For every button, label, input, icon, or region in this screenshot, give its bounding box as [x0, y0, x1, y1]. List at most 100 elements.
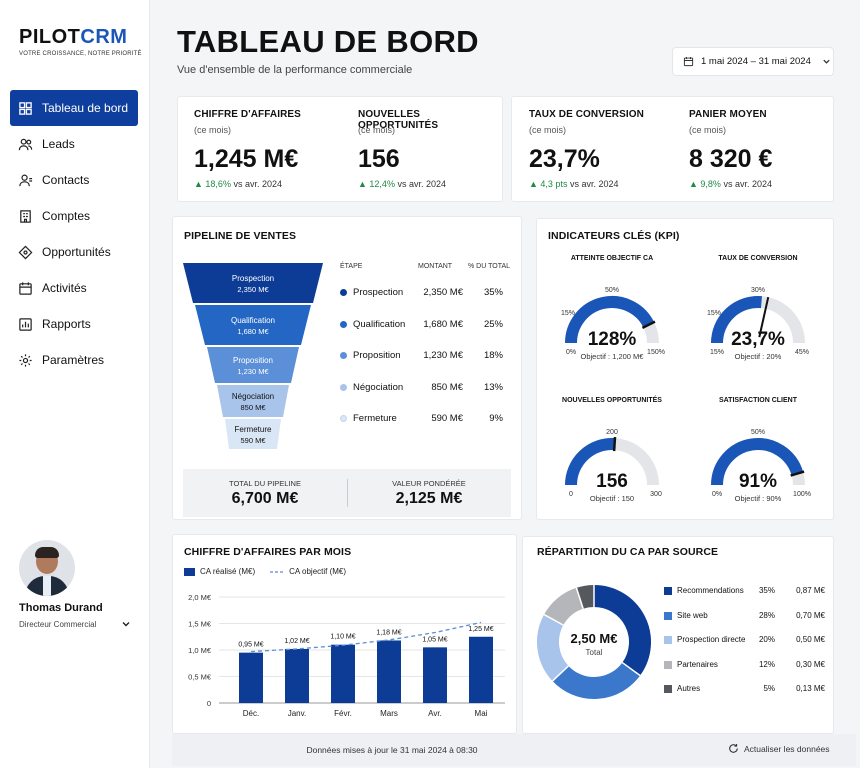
refresh-button[interactable]: Actualiser les données [728, 743, 830, 754]
gauge-mid-label: 50% [605, 287, 619, 294]
kpi-card-revenue-opportunities: CHIFFRE D'AFFAIRES (ce mois) 1,245 M€ ▲ … [177, 96, 503, 202]
sidebar-item-dashboard[interactable]: Tableau de bord [10, 90, 138, 126]
section-title: CHIFFRE D'AFFAIRES PAR MOIS [184, 546, 352, 558]
source-pct: 5% [763, 684, 775, 693]
date-range-picker[interactable]: 1 mai 2024 – 31 mai 2024 [672, 47, 834, 76]
y-tick-label: 2,0 M€ [188, 593, 212, 602]
bar-data-label: 1,25 M€ [468, 626, 493, 633]
donut-separator [621, 661, 641, 677]
up-arrow-icon: ▲ [194, 179, 206, 189]
sidebar-item-rapports[interactable]: Rapports [10, 306, 138, 342]
sidebar-item-label: Opportunités [42, 245, 111, 259]
stage-name: Fermeture [353, 413, 397, 424]
gauge: ATTEINTE OBJECTIF CA 0% 150% 50% 15% 128% Obje… [537, 255, 687, 375]
stage-amount: 850 M€ [431, 381, 463, 393]
gauge-fill [711, 438, 804, 486]
gauge-fill [565, 438, 615, 486]
sidebar-item-contacts[interactable]: Contacts [10, 162, 138, 198]
pipeline-header-pct: % DU TOTAL [468, 263, 511, 270]
y-tick-label: 0,5 M€ [188, 673, 212, 682]
stage-name: Négociation [353, 381, 404, 393]
avatar [19, 540, 75, 596]
kpi-subtitle: (ce mois) [358, 125, 396, 135]
funnel-stage-amount: 1,680 M€ [237, 327, 269, 336]
kpi-title: TAUX DE CONVERSION [529, 109, 644, 120]
up-arrow-icon: ▲ [529, 179, 541, 189]
source-swatch [664, 660, 672, 669]
date-range-text: 1 mai 2024 – 31 mai 2024 [701, 56, 811, 67]
x-tick-label: Janv. [288, 709, 307, 718]
source-value: 0,87 M€ [796, 586, 825, 595]
source-value: 0,30 M€ [796, 659, 825, 669]
donut-separator [575, 587, 584, 609]
pipeline-funnel: Prospection 2,350 M€ Qualification 1,680 M€… [183, 263, 323, 449]
pipeline-total-label: TOTAL DU PIPELINE [229, 479, 301, 488]
bar [469, 636, 493, 703]
sidebar-item-label: Rapports [42, 317, 91, 331]
source-pct: 20% [758, 635, 775, 644]
sidebar-item-leads[interactable]: Leads [10, 126, 138, 162]
kpi-delta-text: vs avr. 2024 [397, 179, 446, 189]
kpi-subtitle: (ce mois) [529, 125, 567, 135]
up-arrow-icon: ▲ [358, 179, 370, 189]
bar-data-label: 1,02 M€ [284, 638, 309, 645]
legend-swatch-target [270, 570, 285, 573]
bar [331, 644, 355, 703]
funnel-segment [217, 385, 289, 417]
x-tick-label: Avr. [428, 709, 442, 718]
kpi-card-conversion-basket: TAUX DE CONVERSION (ce mois) 23,7% ▲ 4,3… [511, 96, 834, 202]
gauge-title: SATISFACTION CLIENT [718, 397, 798, 404]
users-icon [18, 138, 33, 150]
gauge: TAUX DE CONVERSION 15% 45% 30% 15% 23,7% Objec… [683, 255, 833, 375]
kpi-value: 1,245 M€ [194, 145, 299, 173]
x-tick-label: Févr. [334, 709, 352, 718]
x-tick-label: Mai [475, 709, 488, 718]
bar-data-label: 1,05 M€ [422, 636, 447, 643]
logo-text-a: PILOT [19, 26, 81, 48]
refresh-icon [729, 744, 738, 753]
kpi-delta-text: vs avr. 2024 [569, 179, 619, 189]
stage-dot [340, 352, 347, 359]
gauge-marker [612, 437, 617, 452]
chevron-down-icon[interactable] [121, 619, 131, 629]
stage-dot [340, 320, 347, 328]
sidebar-item-label: Comptes [42, 209, 91, 223]
kpi-delta-value: 4,3 pts [540, 179, 568, 189]
source-pct: 28% [758, 610, 775, 620]
bar [423, 647, 447, 703]
stage-name: Qualification [353, 318, 406, 330]
stage-pct: 13% [483, 381, 503, 393]
section-title: PIPELINE DE VENTES [184, 230, 297, 242]
logo[interactable]: PILOTCRM VOTRE CROISSANCE, NOTRE PRIORIT… [19, 26, 142, 57]
sidebar-item-activites[interactable]: Activités [10, 270, 138, 306]
donut-center-value: 2,50 M€ [570, 631, 618, 646]
bar [377, 640, 401, 703]
gauge-target: Objectif : 150 [590, 494, 634, 503]
sidebar-item-opportunites[interactable]: Opportunités [10, 234, 138, 270]
gauge-title: NOUVELLES OPPORTUNITÉS [562, 397, 662, 404]
user-profile[interactable]: Thomas Durand Directeur Commercial [19, 540, 139, 629]
kpi-subtitle: (ce mois) [194, 125, 232, 135]
pipeline-card: PIPELINE DE VENTES Prospection 2,350 M€ Qu… [172, 216, 522, 520]
stage-pct: 25% [483, 318, 503, 330]
bar-chart-icon [19, 317, 32, 331]
logo-text-b: CRM [80, 26, 128, 48]
calendar-icon [19, 281, 32, 295]
gauge-svg: 0% 150% 50% 15% 128% Objectif : 1,200 M€ [561, 287, 665, 361]
y-tick-label: 1,0 M€ [188, 646, 212, 655]
kpi-delta: ▲ 18,6% vs avr. 2024 [194, 179, 282, 189]
gauge-min-label: 0% [712, 491, 722, 498]
source-name: Partenaires [677, 659, 718, 669]
pipeline-weighted-value: 2,125 M€ [395, 490, 463, 507]
gauge-value: 91% [739, 471, 777, 492]
gauge-mid-label: 200 [606, 429, 618, 436]
gauge-target: Objectif : 90% [735, 494, 782, 503]
sidebar-item-parametres[interactable]: Paramètres [10, 342, 138, 378]
sidebar-item-comptes[interactable]: Comptes [10, 198, 138, 234]
pipeline-header-stage: ÉTAPE [340, 263, 363, 270]
stage-pct: 18% [483, 350, 503, 361]
sidebar-item-label: Contacts [42, 173, 90, 187]
funnel-segment [225, 419, 281, 449]
gauge-needle [758, 296, 770, 338]
kpi-delta: ▲ 9,8% vs avr. 2024 [689, 179, 772, 189]
